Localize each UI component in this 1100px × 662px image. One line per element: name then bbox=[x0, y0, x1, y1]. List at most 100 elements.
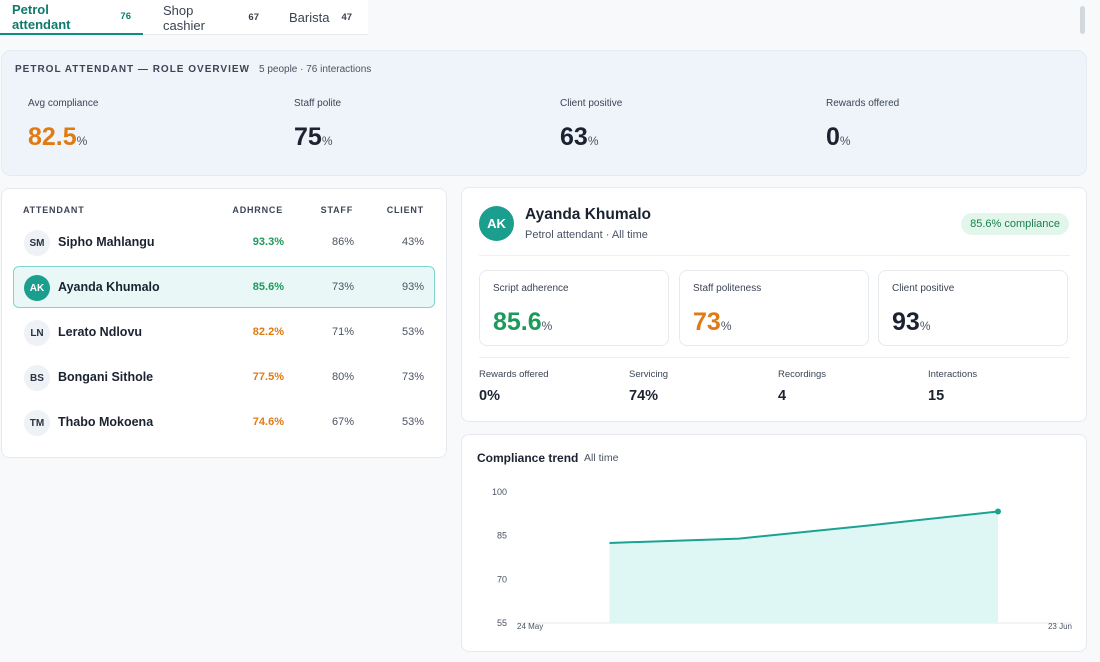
avatar: TM bbox=[24, 410, 50, 436]
attendant-detail-card: AK Ayanda Khumalo Petrol attendant · All… bbox=[461, 187, 1087, 422]
stat-avg-compliance: Avg compliance 82.5% bbox=[15, 87, 261, 161]
attendant-name: Ayanda Khumalo bbox=[58, 280, 160, 294]
mini-stat-interactions: Interactions 15 bbox=[928, 369, 977, 404]
mini-stat-servicing: Servicing 74% bbox=[629, 369, 668, 404]
y-tick-label: 55 bbox=[497, 618, 507, 628]
metric-label: Script adherence bbox=[493, 283, 569, 294]
series-area bbox=[609, 511, 998, 623]
metric-staff-politeness: Staff politeness 73% bbox=[679, 270, 869, 346]
x-tick-label: 24 May bbox=[517, 622, 543, 631]
tab-count: 47 bbox=[341, 12, 353, 23]
metric-value: 93% bbox=[892, 308, 931, 336]
attendant-table: ATTENDANT ADHRNCE STAFF CLIENT SM Sipho … bbox=[1, 188, 447, 458]
attendant-name: Thabo Mokoena bbox=[58, 415, 154, 429]
tab-petrol-attendant[interactable]: Petrol attendant 76 bbox=[0, 0, 143, 35]
attendant-name: Sipho Mahlangu bbox=[58, 235, 155, 249]
stat-label: Staff polite bbox=[294, 98, 342, 109]
metric-label: Client positive bbox=[892, 283, 955, 294]
adherence-value: 82.2% bbox=[252, 326, 284, 338]
stat-value: 63% bbox=[560, 123, 599, 151]
metric-value: 73% bbox=[693, 308, 732, 336]
table-row-selected[interactable]: AK Ayanda Khumalo 85.6% 73% 93% bbox=[13, 266, 435, 308]
client-value: 43% bbox=[401, 236, 424, 248]
trend-title: Compliance trend bbox=[477, 451, 579, 465]
table-row[interactable]: BS Bongani Sithole 77.5% 80% 73% bbox=[13, 356, 435, 398]
attendant-name: Ayanda Khumalo bbox=[525, 206, 652, 223]
client-value: 73% bbox=[401, 371, 424, 383]
data-point bbox=[995, 508, 1001, 515]
stat-value: 82.5% bbox=[28, 123, 88, 151]
staff-value: 67% bbox=[331, 416, 354, 428]
role-tabs: Petrol attendant 76 Shop cashier 67 Bari… bbox=[0, 0, 368, 35]
stat-label: Avg compliance bbox=[28, 98, 99, 109]
mini-stat-rewards-offered: Rewards offered 0% bbox=[479, 369, 549, 404]
avatar: AK bbox=[24, 275, 50, 301]
tab-shop-cashier[interactable]: Shop cashier 67 bbox=[143, 0, 271, 35]
scrollbar[interactable] bbox=[1080, 6, 1085, 34]
mini-stat-label: Servicing bbox=[629, 369, 669, 380]
staff-value: 71% bbox=[331, 326, 354, 338]
tab-count: 67 bbox=[248, 12, 259, 23]
avatar: LN bbox=[24, 320, 50, 346]
table-row[interactable]: SM Sipho Mahlangu 93.3% 86% 43% bbox=[13, 221, 435, 263]
compliance-trend-chart: 100 85 70 55 24 May 23 Jun bbox=[492, 487, 1072, 631]
mini-stat-recordings: Recordings 4 bbox=[778, 369, 826, 404]
client-value: 93% bbox=[401, 281, 424, 293]
compliance-badge: 85.6% compliance bbox=[961, 213, 1069, 235]
divider bbox=[479, 255, 1070, 256]
y-tick-label: 100 bbox=[492, 487, 507, 497]
attendant-name: Lerato Ndlovu bbox=[58, 325, 143, 339]
tab-barista[interactable]: Barista 47 bbox=[271, 0, 368, 35]
mini-stat-value: 4 bbox=[778, 388, 787, 404]
stat-label: Rewards offered bbox=[826, 98, 900, 109]
column-header-adherence[interactable]: ADHRNCE bbox=[232, 205, 283, 215]
mini-stat-value: 15 bbox=[928, 388, 945, 404]
adherence-value: 93.3% bbox=[252, 236, 284, 248]
overview-header: PETROL ATTENDANT — ROLE OVERVIEW 5 peopl… bbox=[15, 64, 371, 75]
series-line bbox=[609, 510, 999, 544]
metric-script-adherence: Script adherence 85.6% bbox=[479, 270, 669, 346]
adherence-value: 85.6% bbox=[252, 281, 284, 293]
adherence-value: 74.6% bbox=[252, 416, 284, 428]
stat-label: Client positive bbox=[560, 98, 623, 109]
tab-label: Petrol attendant bbox=[12, 1, 71, 32]
adherence-value: 77.5% bbox=[252, 371, 284, 383]
divider bbox=[479, 357, 1070, 358]
column-header-client[interactable]: CLIENT bbox=[386, 205, 424, 215]
metric-client-positive: Client positive 93% bbox=[878, 270, 1068, 346]
column-header-attendant[interactable]: ATTENDANT bbox=[23, 205, 85, 215]
stat-staff-polite: Staff polite 75% bbox=[281, 87, 527, 161]
client-value: 53% bbox=[401, 416, 424, 428]
attendant-name: Bongani Sithole bbox=[58, 370, 154, 384]
avatar: AK bbox=[479, 206, 514, 241]
client-value: 53% bbox=[401, 326, 424, 338]
tab-label: Shop cashier bbox=[163, 2, 205, 33]
staff-value: 80% bbox=[331, 371, 354, 383]
metric-label: Staff politeness bbox=[693, 283, 762, 294]
avatar: BS bbox=[24, 365, 50, 391]
y-tick-label: 85 bbox=[497, 531, 507, 541]
stat-client-positive: Client positive 63% bbox=[547, 87, 793, 161]
stat-value: 0% bbox=[826, 123, 851, 151]
mini-stat-value: 74% bbox=[629, 388, 659, 404]
tab-count: 76 bbox=[120, 11, 131, 22]
column-header-staff[interactable]: STAFF bbox=[320, 205, 353, 215]
trend-subtitle: All time bbox=[584, 452, 619, 464]
table-row[interactable]: LN Lerato Ndlovu 82.2% 71% 53% bbox=[13, 311, 435, 353]
staff-value: 73% bbox=[331, 281, 354, 293]
role-overview-panel: PETROL ATTENDANT — ROLE OVERVIEW 5 peopl… bbox=[1, 50, 1087, 176]
mini-stat-label: Interactions bbox=[928, 369, 978, 380]
avatar: SM bbox=[24, 230, 50, 256]
stat-rewards-offered: Rewards offered 0% bbox=[813, 87, 1059, 161]
stat-value: 75% bbox=[294, 123, 333, 151]
attendant-subtitle: Petrol attendant · All time bbox=[525, 229, 648, 241]
overview-subtitle: 5 people · 76 interactions bbox=[258, 64, 372, 75]
x-tick-label: 23 Jun bbox=[1048, 622, 1072, 631]
metric-value: 85.6% bbox=[493, 308, 553, 336]
compliance-trend-card: Compliance trend All time 100 85 70 55 24 Ma… bbox=[461, 434, 1087, 652]
y-tick-label: 70 bbox=[497, 574, 507, 584]
mini-stat-label: Rewards offered bbox=[479, 369, 549, 380]
table-row[interactable]: TM Thabo Mokoena 74.6% 67% 53% bbox=[13, 401, 435, 443]
overview-title: PETROL ATTENDANT — ROLE OVERVIEW bbox=[15, 64, 250, 75]
mini-stat-label: Recordings bbox=[778, 369, 827, 380]
